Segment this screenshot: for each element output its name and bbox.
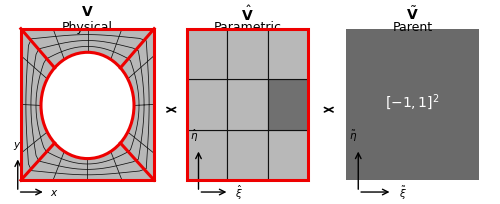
Text: $\mathbf{V}$: $\mathbf{V}$ <box>81 5 94 19</box>
Bar <box>21 30 154 180</box>
Bar <box>228 30 268 80</box>
Bar <box>268 30 308 80</box>
Text: $x$: $x$ <box>50 187 59 197</box>
Text: $\tilde{\eta}$: $\tilde{\eta}$ <box>350 128 358 143</box>
Bar <box>188 80 228 130</box>
Text: $y$: $y$ <box>14 139 22 151</box>
Bar <box>268 130 308 180</box>
Bar <box>228 130 268 180</box>
Text: $\tilde{\xi}$: $\tilde{\xi}$ <box>398 184 406 201</box>
Bar <box>188 130 228 180</box>
Bar <box>228 80 268 130</box>
Text: $\tilde{\mathbf{V}}$: $\tilde{\mathbf{V}}$ <box>406 5 419 23</box>
Text: Parent: Parent <box>392 21 432 34</box>
Bar <box>188 30 308 180</box>
Bar <box>188 30 228 80</box>
Text: $\hat{\mathbf{V}}$: $\hat{\mathbf{V}}$ <box>241 5 254 24</box>
Bar <box>21 30 154 180</box>
Text: $[-1,1]^2$: $[-1,1]^2$ <box>385 92 440 112</box>
Text: $\hat{\eta}$: $\hat{\eta}$ <box>190 127 198 143</box>
Text: $\hat{\xi}$: $\hat{\xi}$ <box>235 183 243 201</box>
Text: Parametric: Parametric <box>214 21 282 34</box>
Ellipse shape <box>41 53 134 159</box>
Bar <box>268 80 308 130</box>
Bar <box>346 30 479 180</box>
Text: Physical: Physical <box>62 21 113 34</box>
